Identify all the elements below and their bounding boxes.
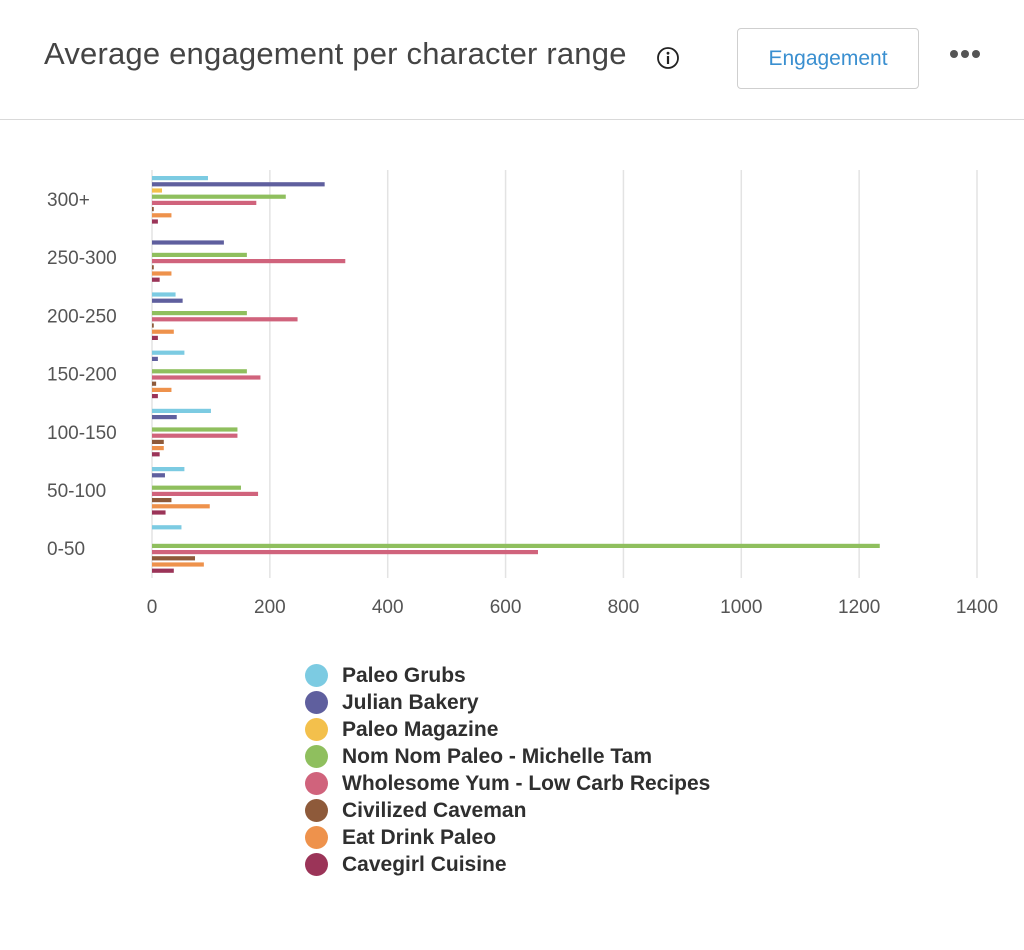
bar[interactable] (152, 387, 172, 392)
bar[interactable] (152, 317, 298, 322)
chart-legend: Paleo Grubs Julian Bakery Paleo Magazine No… (305, 662, 710, 878)
bar[interactable] (152, 329, 174, 334)
bar[interactable] (152, 265, 154, 270)
legend-swatch (305, 718, 328, 741)
x-tick-label: 0 (147, 597, 158, 618)
y-category-label: 300+ (47, 190, 90, 211)
legend-item[interactable]: Nom Nom Paleo - Michelle Tam (305, 743, 710, 770)
bar[interactable] (152, 452, 160, 457)
bar[interactable] (152, 467, 185, 472)
legend-label: Civilized Caveman (342, 798, 527, 822)
bar[interactable] (152, 381, 157, 386)
bar[interactable] (152, 271, 172, 276)
bar[interactable] (152, 311, 247, 316)
legend-swatch (305, 664, 328, 687)
x-tick-label: 400 (372, 597, 404, 618)
x-tick-label: 1400 (956, 597, 998, 618)
bar[interactable] (152, 408, 211, 413)
legend-swatch (305, 799, 328, 822)
legend-label: Nom Nom Paleo - Michelle Tam (342, 744, 653, 768)
legend-label: Julian Bakery (342, 690, 479, 714)
y-category-label: 50-100 (47, 481, 106, 502)
y-category-label: 0-50 (47, 539, 85, 560)
y-category-label: 150-200 (47, 365, 117, 386)
x-tick-label: 800 (608, 597, 640, 618)
bar[interactable] (152, 510, 166, 515)
bar[interactable] (152, 188, 163, 193)
bar[interactable] (152, 219, 158, 224)
bar[interactable] (152, 446, 164, 451)
more-horizontal-icon[interactable] (948, 44, 982, 64)
bar[interactable] (152, 525, 182, 530)
bar[interactable] (152, 277, 160, 282)
bar[interactable] (152, 207, 154, 212)
x-tick-label: 200 (254, 597, 286, 618)
legend-swatch (305, 772, 328, 795)
legend-swatch (305, 745, 328, 768)
legend-item[interactable]: Wholesome Yum - Low Carb Recipes (305, 770, 710, 797)
value-axis-labels: 0 200 400 600 800 1000 1200 1400 (147, 597, 998, 618)
bar[interactable] (152, 369, 247, 374)
bar[interactable] (152, 259, 346, 264)
legend-swatch (305, 853, 328, 876)
bar[interactable] (152, 568, 174, 573)
bar[interactable] (152, 323, 154, 328)
bar[interactable] (152, 433, 238, 438)
bar[interactable] (152, 350, 185, 355)
chart-bars (152, 176, 880, 573)
info-circle-icon[interactable] (656, 46, 680, 70)
bar[interactable] (152, 415, 177, 420)
legend-item[interactable]: Civilized Caveman (305, 797, 710, 824)
chart-header: Average engagement per character range E… (0, 0, 1024, 120)
bar-chart: 300+ 250-300 200-250 150-200 100-150 50-100 0-… (47, 170, 998, 618)
bar[interactable] (152, 562, 204, 567)
legend-label: Paleo Magazine (342, 717, 499, 741)
bar[interactable] (152, 504, 210, 509)
bar[interactable] (152, 485, 241, 490)
legend-item[interactable]: Paleo Magazine (305, 716, 710, 743)
x-tick-label: 1000 (720, 597, 762, 618)
bar[interactable] (152, 200, 257, 205)
legend-item[interactable]: Paleo Grubs (305, 662, 710, 689)
legend-swatch (305, 826, 328, 849)
bar[interactable] (152, 394, 158, 399)
bar[interactable] (152, 182, 325, 187)
bar[interactable] (152, 491, 259, 496)
legend-label: Cavegirl Cuisine (342, 852, 507, 876)
y-category-label: 200-250 (47, 306, 117, 327)
bar[interactable] (152, 176, 208, 181)
bar[interactable] (152, 375, 261, 380)
bar[interactable] (152, 498, 172, 503)
bar[interactable] (152, 292, 176, 297)
bar[interactable] (152, 473, 165, 478)
bar[interactable] (152, 556, 196, 561)
bar[interactable] (152, 240, 224, 245)
legend-item[interactable]: Julian Bakery (305, 689, 710, 716)
y-category-label: 100-150 (47, 423, 117, 444)
y-category-label: 250-300 (47, 248, 117, 269)
legend-label: Paleo Grubs (342, 663, 466, 687)
legend-swatch (305, 691, 328, 714)
bar[interactable] (152, 356, 158, 361)
legend-label: Eat Drink Paleo (342, 825, 497, 849)
bar[interactable] (152, 550, 538, 555)
bar[interactable] (152, 335, 158, 340)
bar[interactable] (152, 213, 172, 218)
bar[interactable] (152, 194, 286, 199)
bar[interactable] (152, 252, 247, 257)
bar[interactable] (152, 543, 880, 548)
x-tick-label: 600 (490, 597, 522, 618)
legend-label: Wholesome Yum - Low Carb Recipes (342, 771, 711, 795)
category-axis-labels: 300+ 250-300 200-250 150-200 100-150 50-100 0-… (47, 190, 117, 560)
bar[interactable] (152, 427, 238, 432)
legend-item[interactable]: Eat Drink Paleo (305, 824, 710, 851)
engagement-button[interactable]: Engagement (737, 28, 919, 89)
chart-title: Average engagement per character range (44, 36, 627, 71)
legend-item[interactable]: Cavegirl Cuisine (305, 851, 710, 878)
bar[interactable] (152, 439, 164, 444)
chart-grid (151, 170, 978, 578)
bar[interactable] (152, 298, 183, 303)
x-tick-label: 1200 (838, 597, 880, 618)
